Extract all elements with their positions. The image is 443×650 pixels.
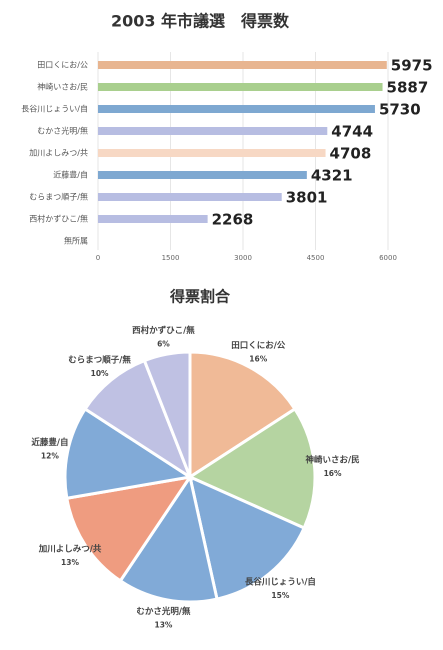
pie-slice: [63, 406, 195, 501]
chart-title: 得票割合: [169, 288, 231, 306]
value-label: 3801: [286, 189, 328, 207]
slice-label: 西村かずひこ/無: [132, 325, 195, 336]
bar: [98, 149, 326, 157]
x-tick-label: 3000: [234, 254, 252, 262]
y-tick-label: 長谷川じょうい/自: [21, 104, 88, 114]
x-tick-label: 6000: [379, 254, 397, 262]
slice-percent: 13%: [154, 621, 172, 630]
y-tick-label: 神崎いさお/民: [37, 82, 88, 92]
value-label: 5730: [379, 101, 421, 119]
x-tick-label: 1500: [162, 254, 180, 262]
slice-percent: 12%: [41, 451, 59, 460]
pie-slice: [142, 350, 192, 478]
slice-label: 長谷川じょうい/自: [245, 576, 316, 587]
value-label: 4744: [331, 123, 373, 141]
y-tick-label: 西村かずひこ/無: [29, 214, 88, 224]
slice-percent: 15%: [271, 591, 289, 600]
slice-label: 加川よしみつ/共: [38, 543, 102, 554]
slice-percent: 6%: [157, 339, 170, 348]
y-tick-label: 加川よしみつ/共: [29, 148, 88, 158]
bar: [98, 193, 282, 201]
slice-label: 神崎いさお/民: [306, 454, 360, 465]
bar: [98, 83, 383, 91]
slice-label: 田口くにお/公: [231, 341, 286, 351]
pie-slice: [118, 473, 219, 604]
pie-slice: [83, 358, 194, 481]
pie-slice: [187, 474, 307, 601]
pie-slice: [65, 474, 194, 583]
value-label: 5975: [391, 57, 433, 75]
pie-slice: [188, 350, 297, 480]
slice-label: 近藤豊/自: [31, 437, 68, 448]
slice-percent: 13%: [61, 558, 79, 567]
y-tick-label: むらまつ順子/無: [29, 192, 88, 202]
chart-title: 2003 年市議選 得票数: [111, 12, 290, 31]
bar: [98, 105, 375, 113]
pie-slice: [186, 406, 317, 530]
value-label: 2268: [212, 211, 254, 229]
bar: [98, 61, 387, 69]
value-label: 5887: [387, 79, 429, 97]
bar: [98, 127, 328, 135]
y-tick-label: 田口くにお/公: [37, 61, 88, 70]
x-tick-label: 4500: [307, 254, 325, 262]
value-label: 4708: [330, 145, 372, 163]
bar: [98, 171, 307, 179]
slice-label: むらまつ順子/無: [68, 355, 131, 366]
x-tick-label: 0: [96, 254, 100, 262]
y-tick-label: むかさ光明/無: [37, 126, 88, 136]
slice-percent: 16%: [249, 354, 267, 363]
slice-label: むかさ光明/無: [136, 606, 191, 617]
y-tick-label: 近藤豊/自: [53, 170, 88, 180]
bar: [98, 215, 208, 223]
y-tick-label: 無所属: [64, 236, 88, 246]
slice-percent: 10%: [91, 369, 109, 378]
value-label: 4321: [311, 167, 353, 185]
slice-percent: 16%: [324, 469, 342, 478]
